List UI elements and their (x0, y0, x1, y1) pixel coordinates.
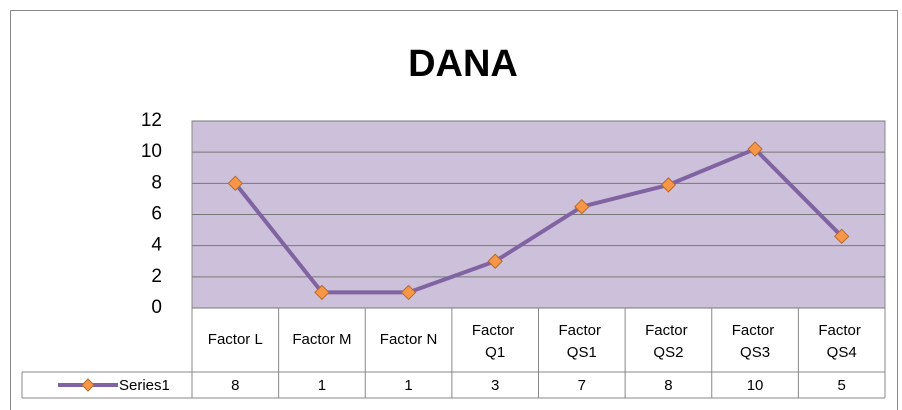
legend-marker (81, 378, 95, 392)
y-tick-label: 10 (141, 141, 162, 162)
chart-title: DANA (408, 43, 518, 85)
marker (487, 253, 503, 269)
x-tick-label: Factor M (292, 331, 351, 348)
x-tick-label: Factor QS4 (818, 322, 865, 361)
value-label: 10 (747, 377, 764, 394)
value-label: 1 (318, 377, 326, 394)
value-label: 3 (491, 377, 499, 394)
series-line (233, 147, 844, 295)
value-label: 5 (838, 377, 846, 394)
y-tick-label: 8 (151, 172, 162, 193)
y-tick-label: 6 (151, 204, 162, 225)
marker (227, 175, 244, 192)
x-tick-label: Factor N (380, 331, 438, 348)
x-tick-label: Factor QS1 (558, 322, 605, 361)
value-label: 8 (664, 377, 672, 394)
y-tick-label: 4 (151, 235, 162, 256)
x-tick-label: Factor QS3 (732, 322, 779, 361)
marker (314, 284, 330, 301)
y-tick-label: 2 (151, 266, 162, 287)
value-label: 7 (578, 377, 586, 394)
x-tick-label: Factor L (208, 331, 263, 348)
value-label: 1 (404, 377, 412, 394)
marker (660, 177, 677, 193)
value-label: 8 (231, 377, 239, 394)
y-tick-label: 0 (151, 297, 162, 318)
marker (747, 141, 763, 157)
marker (833, 228, 850, 245)
marker (574, 199, 590, 215)
x-tick-label: Factor QS2 (645, 322, 692, 361)
marker (400, 284, 417, 301)
legend-label: Series1 (119, 377, 170, 394)
y-tick-label: 12 (141, 110, 162, 131)
x-tick-label: Factor Q1 (472, 322, 519, 361)
